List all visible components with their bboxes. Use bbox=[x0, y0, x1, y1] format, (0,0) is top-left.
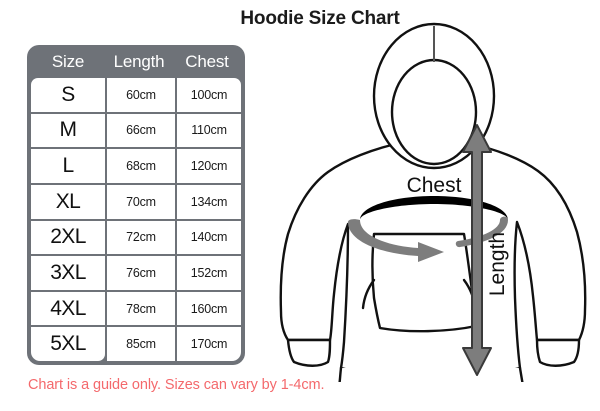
size-value: M bbox=[59, 118, 78, 142]
length-value: 66cm bbox=[126, 123, 156, 138]
chest-value: 120cm bbox=[190, 159, 228, 174]
cell-chest: 170cm bbox=[177, 327, 241, 361]
length-value: 68cm bbox=[126, 159, 156, 174]
table-row: M 66cm 110cm bbox=[31, 113, 241, 148]
table-row: S 60cm 100cm bbox=[31, 78, 241, 112]
cell-size: 4XL bbox=[31, 291, 105, 326]
length-value: 70cm bbox=[126, 194, 156, 209]
column-header-size: Size bbox=[51, 51, 85, 71]
cell-size: M bbox=[31, 113, 105, 148]
cell-size: 5XL bbox=[31, 327, 105, 361]
cell-chest: 152cm bbox=[177, 256, 241, 290]
table-row: 4XL 78cm 160cm bbox=[31, 291, 241, 326]
cell-length: 72cm bbox=[107, 220, 175, 255]
chest-value: 134cm bbox=[190, 194, 228, 209]
chest-label: Chest bbox=[407, 174, 462, 197]
cell-chest: 134cm bbox=[177, 184, 241, 219]
table-body: S 60cm 100cm M 66cm 110cm L 68cm 120cm X… bbox=[31, 78, 241, 361]
cell-size: 2XL bbox=[31, 220, 105, 255]
cell-size: 3XL bbox=[31, 256, 105, 290]
cell-chest: 120cm bbox=[177, 149, 241, 183]
table-row: 5XL 85cm 170cm bbox=[31, 327, 241, 361]
length-value: 60cm bbox=[126, 87, 156, 102]
table-row: 2XL 72cm 140cm bbox=[31, 220, 241, 255]
size-value: XL bbox=[55, 189, 81, 213]
table-row: L 68cm 120cm bbox=[31, 149, 241, 183]
chest-value: 160cm bbox=[190, 301, 228, 316]
chest-value: 140cm bbox=[190, 230, 228, 245]
cell-length: 68cm bbox=[107, 149, 175, 183]
length-value: 78cm bbox=[126, 301, 156, 316]
size-value: 3XL bbox=[50, 260, 86, 284]
size-value: 4XL bbox=[50, 296, 86, 320]
cell-length: 78cm bbox=[107, 291, 175, 326]
size-value: 2XL bbox=[50, 225, 86, 249]
table-row: XL 70cm 134cm bbox=[31, 184, 241, 219]
cell-length: 66cm bbox=[107, 113, 175, 148]
column-header-chest: Chest bbox=[185, 51, 229, 71]
chest-value: 152cm bbox=[190, 265, 228, 280]
length-value: 85cm bbox=[126, 337, 156, 352]
cell-length: 70cm bbox=[107, 184, 175, 219]
cell-chest: 160cm bbox=[177, 291, 241, 326]
length-value: 76cm bbox=[126, 265, 156, 280]
table-header-row: Size Length Chest bbox=[31, 45, 241, 78]
cell-size: XL bbox=[31, 184, 105, 219]
chest-value: 100cm bbox=[190, 87, 228, 102]
table-row: 3XL 76cm 152cm bbox=[31, 256, 241, 290]
column-header-length: Length bbox=[113, 51, 165, 71]
cell-chest: 140cm bbox=[177, 220, 241, 255]
page-title: Hoodie Size Chart bbox=[0, 8, 600, 30]
size-chart-table: Size Length Chest S 60cm 100cm M 66cm 11… bbox=[27, 45, 245, 365]
length-label: Length bbox=[486, 232, 509, 296]
length-measure-arrow bbox=[462, 124, 492, 376]
cell-length: 60cm bbox=[107, 78, 175, 112]
cell-length: 76cm bbox=[107, 256, 175, 290]
cell-chest: 110cm bbox=[177, 113, 241, 148]
size-value: S bbox=[61, 82, 75, 106]
chest-value: 110cm bbox=[191, 123, 227, 138]
disclaimer-text: Chart is a guide only. Sizes can vary by… bbox=[28, 377, 325, 393]
cell-length: 85cm bbox=[107, 327, 175, 361]
cell-chest: 100cm bbox=[177, 78, 241, 112]
size-value: L bbox=[62, 154, 74, 178]
page-title-text: Hoodie Size Chart bbox=[240, 8, 400, 29]
cell-size: S bbox=[31, 78, 105, 112]
cell-size: L bbox=[31, 149, 105, 183]
hoodie-illustration: Chest Length bbox=[268, 12, 600, 382]
chest-value: 170cm bbox=[190, 337, 228, 352]
length-value: 72cm bbox=[126, 230, 156, 245]
hoodie-garment-outline bbox=[279, 22, 587, 382]
size-value: 5XL bbox=[50, 332, 86, 356]
